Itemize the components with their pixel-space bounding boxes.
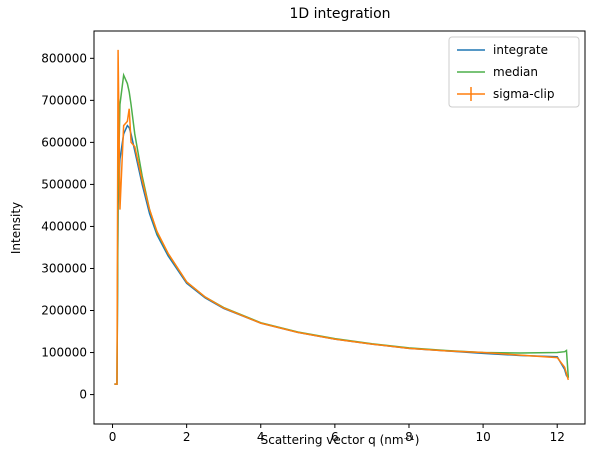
legend-box (448, 36, 580, 108)
x-tick-label: 0 (109, 430, 117, 444)
y-tick-label: 500000 (41, 177, 87, 191)
legend-label: median (493, 65, 538, 79)
y-tick-label: 300000 (41, 261, 87, 275)
y-axis-label: Intensity (9, 202, 23, 254)
series-line (114, 49, 570, 385)
y-tick-label: 700000 (41, 93, 87, 107)
x-tick-label: 2 (183, 430, 191, 444)
y-tick-label: 100000 (41, 346, 87, 360)
y-tick-label: 600000 (41, 135, 87, 149)
y-tick-label: 800000 (41, 51, 87, 65)
plot-frame (93, 30, 586, 425)
legend-label: sigma-clip (493, 87, 554, 101)
x-tick-label: 4 (257, 430, 265, 444)
series-line (114, 72, 570, 385)
x-tick-label: 10 (475, 430, 490, 444)
y-tick-label: 200000 (41, 304, 87, 318)
legend-label: integrate (493, 43, 548, 57)
y-tick-label: 0 (79, 388, 87, 402)
x-tick-label: 6 (331, 430, 339, 444)
x-tick-label: 12 (550, 430, 565, 444)
chart-title: 1D integration (289, 6, 390, 22)
y-tick-label: 400000 (41, 219, 87, 233)
series-line (114, 124, 569, 385)
x-tick-label: 8 (405, 430, 413, 444)
x-axis-label: Scattering vector q (nm⁻¹) (261, 433, 420, 447)
